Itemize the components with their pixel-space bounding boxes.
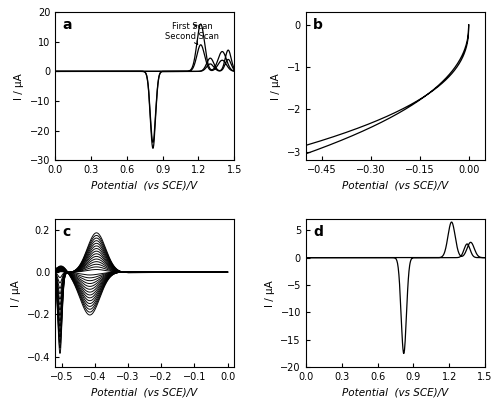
- Y-axis label: I / μA: I / μA: [14, 73, 24, 100]
- Y-axis label: I / μA: I / μA: [265, 280, 275, 307]
- X-axis label: Potential  (vs SCE)/V: Potential (vs SCE)/V: [342, 181, 448, 191]
- X-axis label: Potential  (vs SCE)/V: Potential (vs SCE)/V: [92, 181, 198, 191]
- X-axis label: Potential  (vs SCE)/V: Potential (vs SCE)/V: [342, 388, 448, 398]
- Y-axis label: I / μA: I / μA: [271, 73, 281, 100]
- Y-axis label: I / μA: I / μA: [11, 280, 21, 307]
- Text: b: b: [313, 18, 323, 32]
- Text: c: c: [62, 225, 70, 239]
- Text: First Scan: First Scan: [172, 22, 213, 31]
- Text: d: d: [313, 225, 323, 239]
- Text: a: a: [62, 18, 72, 32]
- Text: Second Scan: Second Scan: [165, 32, 219, 44]
- X-axis label: Potential  (vs SCE)/V: Potential (vs SCE)/V: [92, 388, 198, 398]
